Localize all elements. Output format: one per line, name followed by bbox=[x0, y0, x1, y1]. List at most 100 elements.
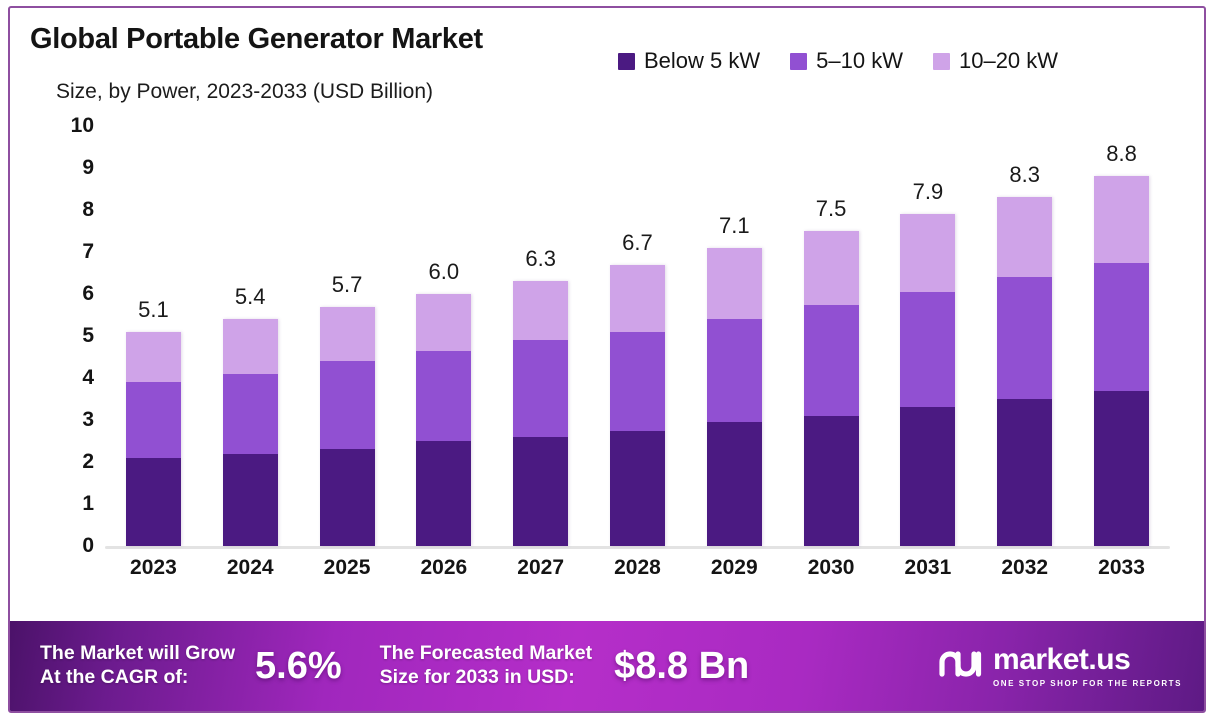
bar-segment[interactable] bbox=[319, 361, 375, 450]
logo-tagline: ONE STOP SHOP FOR THE REPORTS bbox=[993, 678, 1182, 688]
bar-segment[interactable] bbox=[125, 382, 181, 458]
bar-column[interactable]: 8.8 bbox=[1074, 126, 1170, 546]
bar-segment[interactable] bbox=[222, 453, 278, 546]
stacked-bar[interactable] bbox=[803, 231, 859, 546]
stacked-bar[interactable] bbox=[416, 294, 472, 546]
bar-segment[interactable] bbox=[125, 457, 181, 546]
bar-segment[interactable] bbox=[706, 319, 762, 423]
chart-header: Global Portable Generator Market Size, b… bbox=[10, 8, 1204, 116]
bar-column[interactable]: 7.5 bbox=[783, 126, 879, 546]
y-axis-tick: 1 bbox=[82, 492, 94, 515]
stacked-bar[interactable] bbox=[609, 264, 665, 546]
y-axis-tick: 2 bbox=[82, 450, 94, 473]
bar-column[interactable]: 6.0 bbox=[396, 126, 492, 546]
chart-legend: Below 5 kW 5–10 kW 10–20 kW bbox=[618, 48, 1058, 74]
stacked-bar[interactable] bbox=[997, 197, 1053, 546]
legend-swatch-icon bbox=[618, 52, 635, 70]
bar-column[interactable]: 7.9 bbox=[880, 126, 976, 546]
bar-group: 5.1 5.4 5.7 6.0 6.3 6.7 7.1 7.5 7.9 8.3 8.8 bbox=[105, 126, 1170, 546]
market-us-logo[interactable]: market.us ONE STOP SHOP FOR THE REPORTS bbox=[937, 644, 1182, 688]
bar-total-label: 7.9 bbox=[912, 179, 944, 205]
y-axis-tick: 7 bbox=[82, 240, 94, 263]
footer-banner: The Market will Grow At the CAGR of: 5.6… bbox=[10, 621, 1204, 711]
cagr-value: 5.6% bbox=[255, 644, 342, 687]
stacked-bar[interactable] bbox=[513, 281, 569, 546]
bar-segment[interactable] bbox=[1094, 176, 1150, 263]
bar-total-label: 6.7 bbox=[622, 229, 653, 255]
bar-segment[interactable] bbox=[997, 277, 1053, 399]
bar-segment[interactable] bbox=[900, 407, 956, 546]
bar-segment[interactable] bbox=[513, 281, 569, 341]
x-axis-label: 2026 bbox=[420, 556, 468, 579]
bar-segment[interactable] bbox=[609, 331, 665, 431]
infographic-card: Global Portable Generator Market Size, b… bbox=[8, 6, 1206, 713]
x-axis-label: 2029 bbox=[710, 556, 758, 579]
bar-segment[interactable] bbox=[416, 441, 472, 546]
bar-column[interactable]: 8.3 bbox=[977, 126, 1073, 546]
bar-total-label: 6.0 bbox=[428, 259, 460, 284]
stacked-bar[interactable] bbox=[222, 319, 278, 546]
stacked-bar[interactable] bbox=[900, 214, 956, 546]
bar-segment[interactable] bbox=[803, 415, 859, 546]
bar-segment[interactable] bbox=[513, 436, 569, 546]
bar-column[interactable]: 6.7 bbox=[589, 126, 685, 546]
bar-segment[interactable] bbox=[900, 214, 956, 292]
bar-total-label: 5.4 bbox=[234, 284, 266, 310]
x-axis-label: 2028 bbox=[614, 556, 661, 579]
bar-segment[interactable] bbox=[222, 373, 278, 454]
x-axis-label: 2031 bbox=[904, 556, 952, 579]
forecast-label: The Forecasted Market Size for 2033 in U… bbox=[379, 642, 593, 688]
bar-segment[interactable] bbox=[706, 422, 762, 546]
y-axis: 10 9 8 7 6 5 4 3 2 1 0 bbox=[58, 114, 94, 557]
y-axis-tick: 3 bbox=[82, 408, 94, 431]
x-axis-labels: 2023 2024 2025 2026 2027 2028 2029 2030 2031 2032… bbox=[105, 556, 1170, 580]
bar-segment[interactable] bbox=[319, 306, 375, 362]
bar-total-label: 7.5 bbox=[815, 196, 847, 221]
bar-column[interactable]: 5.7 bbox=[299, 126, 395, 546]
bar-column[interactable]: 5.4 bbox=[202, 126, 298, 546]
x-axis-label: 2030 bbox=[807, 556, 855, 579]
stacked-bar[interactable] bbox=[319, 306, 375, 546]
x-axis-label: 2033 bbox=[1098, 556, 1145, 579]
legend-item: 10–20 kW bbox=[932, 48, 1058, 74]
cagr-label: The Market will Grow At the CAGR of: bbox=[40, 642, 236, 688]
bar-column[interactable]: 7.1 bbox=[686, 126, 782, 546]
bar-total-label: 8.3 bbox=[1009, 162, 1041, 188]
x-axis-label: 2023 bbox=[130, 556, 177, 579]
bar-segment[interactable] bbox=[1094, 262, 1150, 391]
bar-segment[interactable] bbox=[416, 294, 472, 351]
legend-label: Below 5 kW bbox=[644, 48, 761, 73]
y-axis-tick: 9 bbox=[82, 156, 94, 179]
bar-segment[interactable] bbox=[609, 264, 665, 332]
bar-segment[interactable] bbox=[997, 399, 1053, 546]
bar-segment[interactable] bbox=[609, 430, 665, 546]
bar-segment[interactable] bbox=[416, 350, 472, 441]
stacked-bar[interactable] bbox=[1094, 176, 1150, 546]
stacked-bar[interactable] bbox=[706, 247, 762, 546]
bar-segment[interactable] bbox=[513, 340, 569, 437]
bar-total-label: 5.1 bbox=[138, 296, 169, 322]
bar-total-label: 7.1 bbox=[718, 212, 750, 238]
x-axis-label: 2032 bbox=[1001, 556, 1049, 579]
x-axis-label: 2024 bbox=[226, 556, 274, 579]
bar-segment[interactable] bbox=[803, 231, 859, 305]
chart-subtitle: Size, by Power, 2023-2033 (USD Billion) bbox=[56, 80, 434, 103]
legend-swatch-icon bbox=[790, 52, 808, 70]
forecast-value: $8.8 Bn bbox=[614, 644, 750, 687]
x-axis-label: 2027 bbox=[517, 556, 565, 579]
bar-segment[interactable] bbox=[125, 331, 181, 383]
bar-column[interactable]: 5.1 bbox=[105, 126, 201, 546]
x-axis-label: 2025 bbox=[323, 556, 371, 579]
bar-segment[interactable] bbox=[900, 291, 956, 408]
y-axis-tick: 10 bbox=[70, 114, 94, 137]
bar-segment[interactable] bbox=[319, 449, 375, 546]
bar-segment[interactable] bbox=[803, 304, 859, 416]
bar-segment[interactable] bbox=[1094, 390, 1150, 546]
bar-segment[interactable] bbox=[706, 247, 762, 320]
stacked-bar[interactable] bbox=[125, 331, 181, 546]
x-axis-line bbox=[105, 546, 1170, 549]
bar-segment[interactable] bbox=[997, 197, 1053, 278]
bar-segment[interactable] bbox=[222, 319, 278, 374]
legend-swatch-icon bbox=[932, 52, 950, 70]
bar-column[interactable]: 6.3 bbox=[493, 126, 589, 546]
